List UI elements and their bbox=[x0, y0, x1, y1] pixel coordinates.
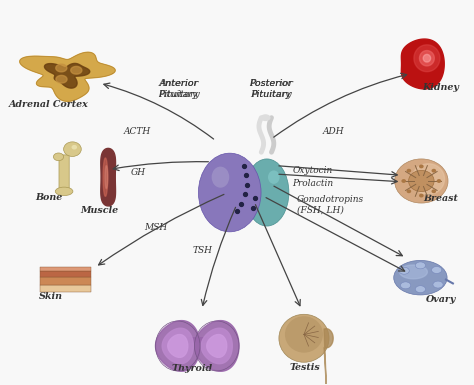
Ellipse shape bbox=[433, 281, 443, 288]
Ellipse shape bbox=[415, 262, 426, 269]
Text: Breast: Breast bbox=[423, 194, 458, 203]
Ellipse shape bbox=[211, 167, 229, 188]
Polygon shape bbox=[414, 45, 440, 72]
Polygon shape bbox=[194, 321, 239, 371]
Polygon shape bbox=[101, 148, 116, 206]
Ellipse shape bbox=[419, 194, 424, 198]
Bar bbox=[39, 266, 91, 271]
Ellipse shape bbox=[431, 169, 436, 172]
Ellipse shape bbox=[394, 260, 447, 295]
Text: Posterior
Pituitary: Posterior Pituitary bbox=[249, 79, 293, 99]
Text: Kidney: Kidney bbox=[422, 82, 459, 92]
Ellipse shape bbox=[431, 189, 436, 193]
Text: ACTH: ACTH bbox=[124, 127, 151, 136]
Text: Ovary: Ovary bbox=[426, 295, 456, 304]
Ellipse shape bbox=[268, 171, 280, 184]
Ellipse shape bbox=[54, 153, 64, 161]
Ellipse shape bbox=[401, 282, 410, 289]
Polygon shape bbox=[168, 335, 188, 357]
Text: Oxytocin: Oxytocin bbox=[292, 166, 333, 175]
Text: Bone: Bone bbox=[35, 192, 63, 202]
Ellipse shape bbox=[260, 114, 271, 121]
Polygon shape bbox=[45, 64, 90, 88]
Ellipse shape bbox=[419, 164, 424, 168]
Polygon shape bbox=[155, 321, 200, 371]
Polygon shape bbox=[401, 39, 444, 89]
Text: Prolactin: Prolactin bbox=[292, 179, 334, 188]
Ellipse shape bbox=[399, 267, 409, 274]
Ellipse shape bbox=[431, 266, 442, 273]
Ellipse shape bbox=[55, 187, 73, 196]
Text: Thyroid: Thyroid bbox=[172, 365, 213, 373]
Bar bbox=[39, 271, 91, 277]
Bar bbox=[39, 277, 91, 285]
Text: ADH: ADH bbox=[322, 127, 344, 136]
Text: Gonadotropins
(FSH, LH): Gonadotropins (FSH, LH) bbox=[297, 195, 364, 214]
Text: Anterior
Pituitary: Anterior Pituitary bbox=[159, 79, 199, 99]
Ellipse shape bbox=[72, 145, 77, 149]
Ellipse shape bbox=[395, 159, 448, 203]
Polygon shape bbox=[162, 328, 193, 364]
Polygon shape bbox=[400, 265, 428, 279]
Polygon shape bbox=[423, 54, 430, 62]
Polygon shape bbox=[201, 328, 232, 364]
Ellipse shape bbox=[407, 169, 411, 172]
Text: MSH: MSH bbox=[144, 223, 167, 232]
Polygon shape bbox=[105, 166, 108, 189]
Ellipse shape bbox=[199, 153, 261, 232]
Ellipse shape bbox=[285, 316, 323, 353]
Ellipse shape bbox=[279, 314, 329, 362]
Polygon shape bbox=[103, 158, 108, 196]
Text: TSH: TSH bbox=[192, 246, 212, 255]
Polygon shape bbox=[324, 329, 333, 384]
Ellipse shape bbox=[437, 179, 441, 183]
Text: Posterior
Pituitary: Posterior Pituitary bbox=[250, 79, 293, 99]
Ellipse shape bbox=[415, 286, 426, 293]
Ellipse shape bbox=[401, 179, 406, 183]
Ellipse shape bbox=[407, 189, 411, 193]
Text: Anterior
Pituitary: Anterior Pituitary bbox=[158, 79, 200, 99]
Polygon shape bbox=[412, 164, 445, 194]
Ellipse shape bbox=[64, 142, 81, 156]
Text: Adrenal Cortex: Adrenal Cortex bbox=[9, 100, 89, 109]
Text: Skin: Skin bbox=[39, 292, 63, 301]
Polygon shape bbox=[71, 67, 82, 74]
Bar bbox=[187, 337, 208, 343]
Ellipse shape bbox=[409, 171, 434, 192]
Text: Testis: Testis bbox=[290, 363, 321, 372]
Bar bbox=[39, 285, 91, 292]
Polygon shape bbox=[20, 52, 115, 101]
Text: Muscle: Muscle bbox=[81, 206, 119, 215]
FancyBboxPatch shape bbox=[59, 155, 69, 190]
Polygon shape bbox=[56, 64, 67, 72]
Ellipse shape bbox=[245, 159, 289, 226]
Polygon shape bbox=[56, 75, 67, 83]
Text: GH: GH bbox=[131, 168, 146, 177]
Polygon shape bbox=[419, 50, 434, 66]
Polygon shape bbox=[207, 335, 227, 357]
